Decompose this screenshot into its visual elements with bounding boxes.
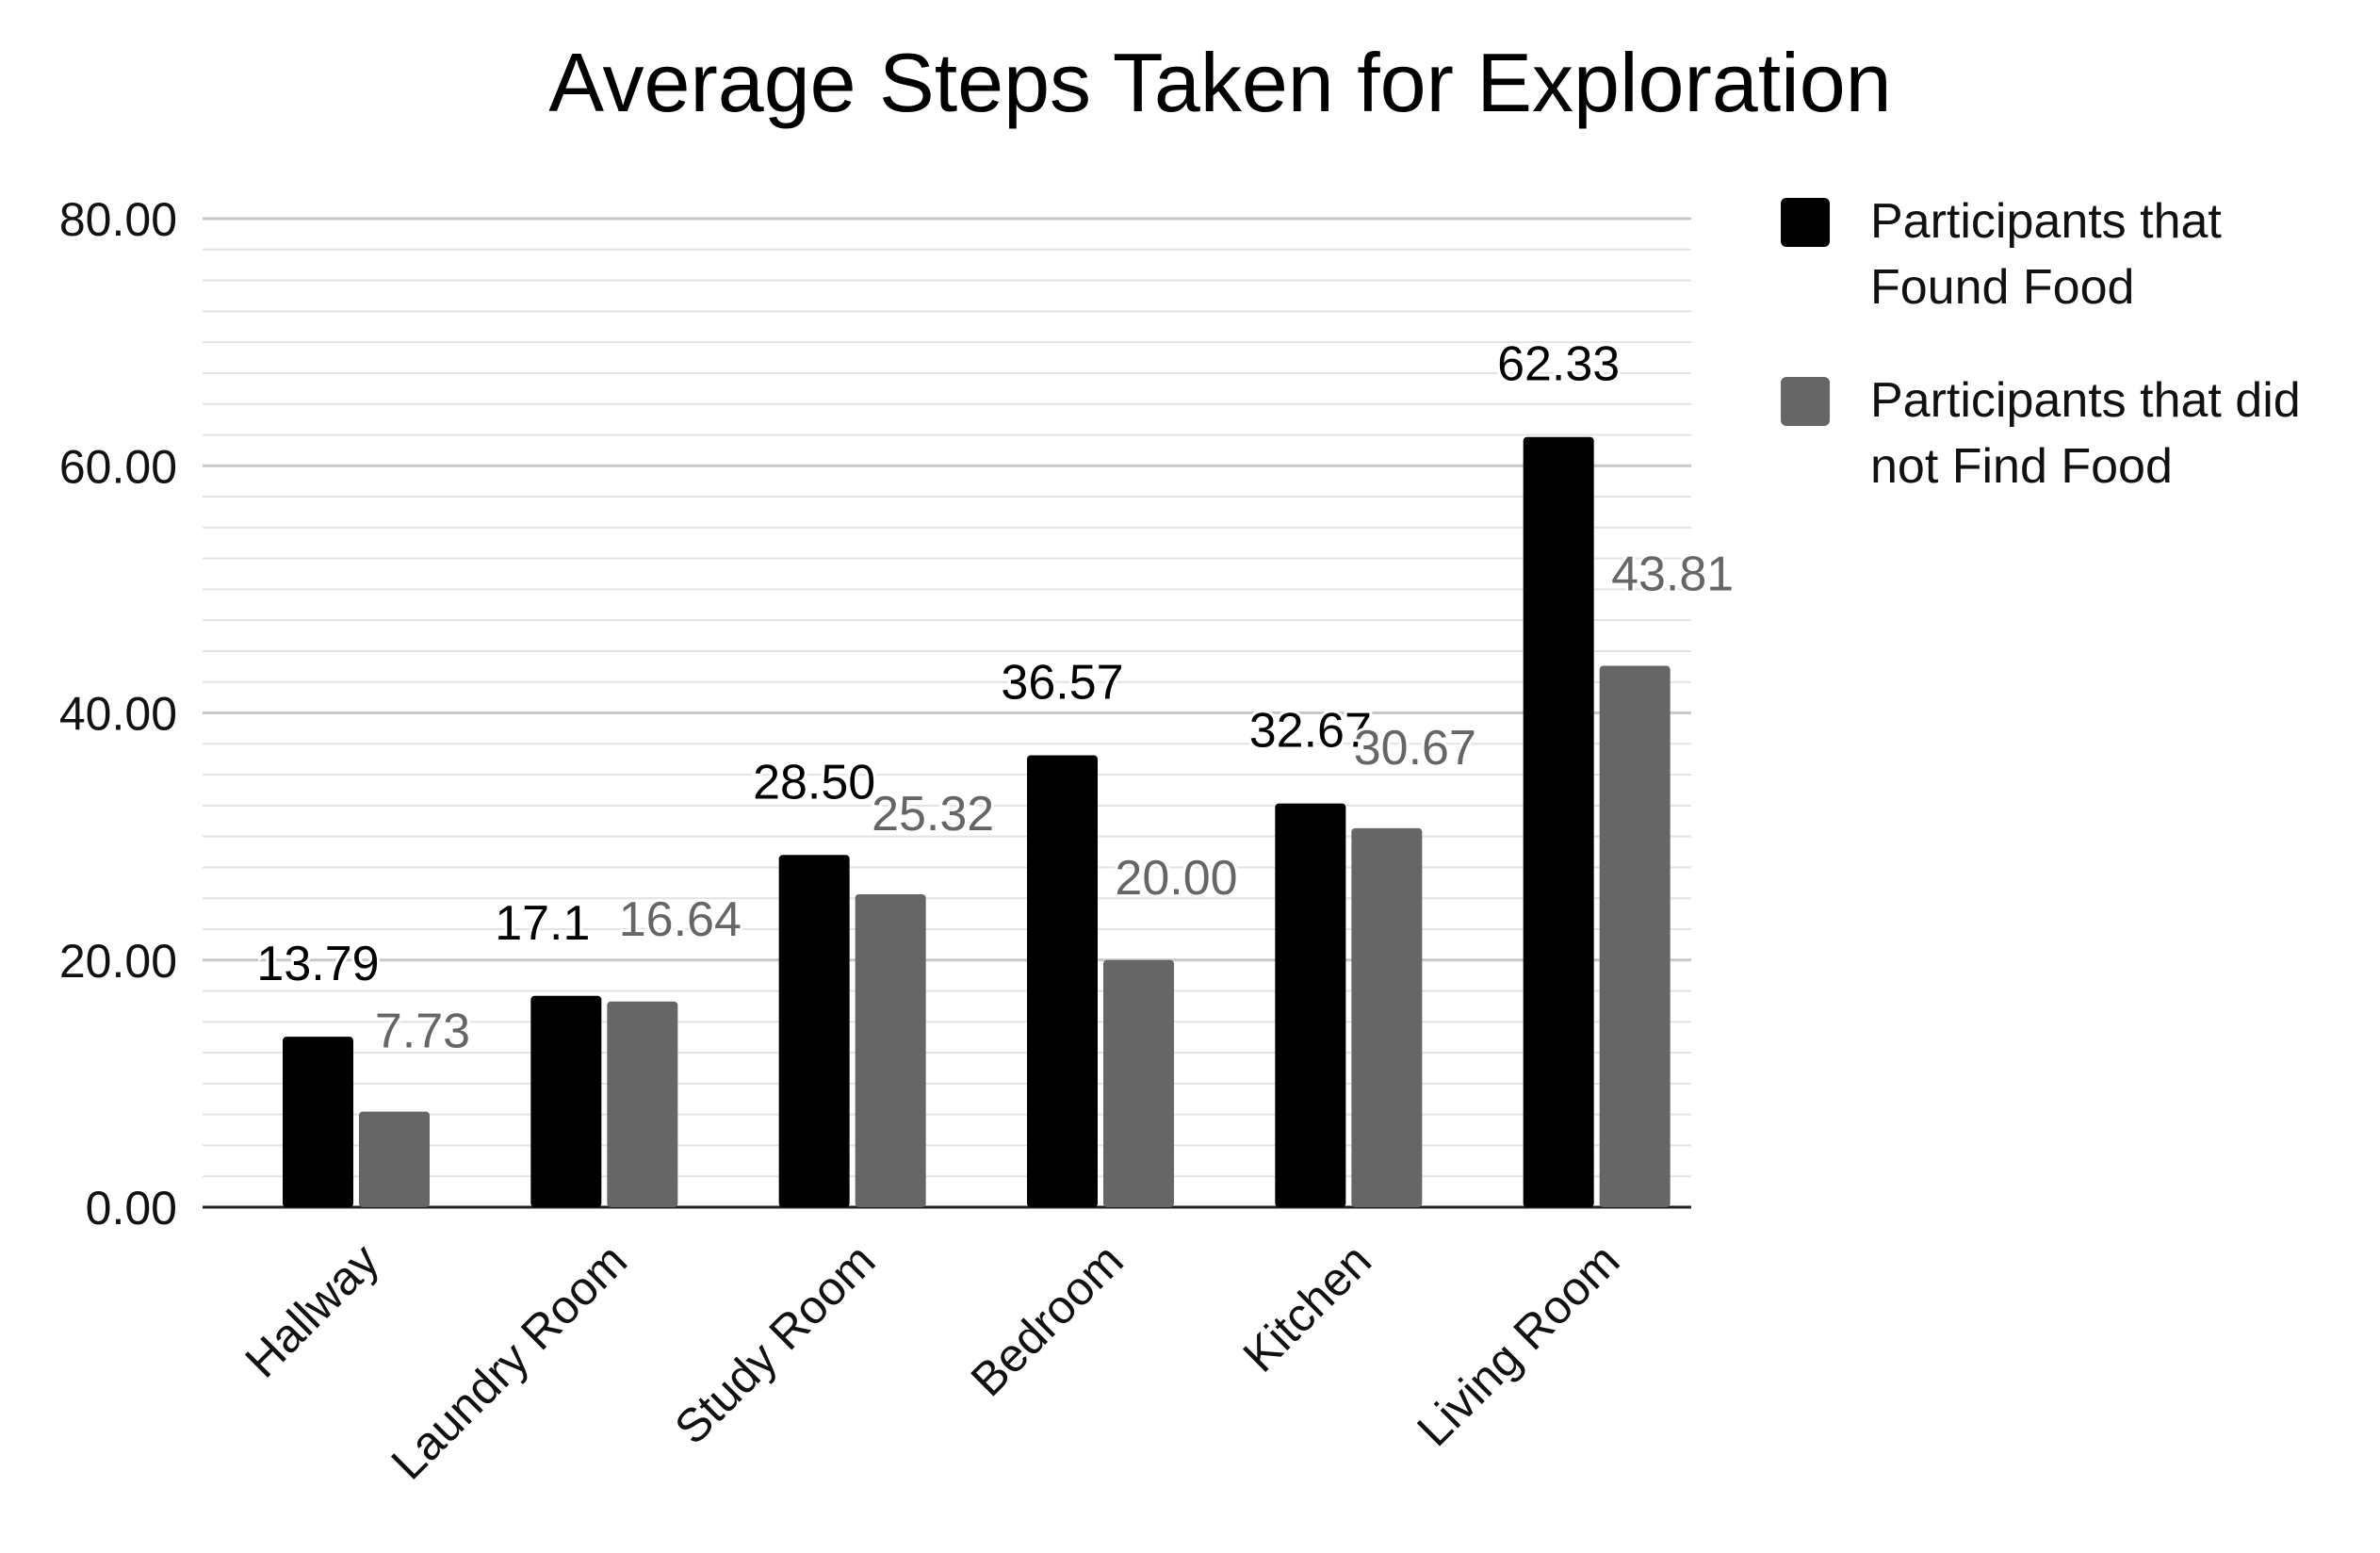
y-tick-label: 60.00 (59, 440, 177, 493)
x-category-label: Living Room (1407, 1234, 1629, 1456)
x-category-label: Kitchen (1233, 1234, 1382, 1382)
legend-swatch (1781, 198, 1830, 247)
legend-label: Participants that did (1870, 373, 2301, 428)
data-label-found: 32.67 (1249, 704, 1372, 759)
y-tick-label: 0.00 (86, 1182, 177, 1234)
x-category-label: Hallway (235, 1234, 388, 1387)
data-label-not-found: 25.32 (872, 787, 994, 842)
legend-label: not Find Food (1870, 439, 2173, 494)
data-label-not-found: 30.67 (1354, 721, 1476, 776)
chart-title: Average Steps Taken for Exploration (548, 36, 1891, 129)
bars (283, 436, 1671, 1207)
gridlines (203, 217, 1691, 1209)
data-label-found: 17.1 (495, 896, 590, 951)
bar (1027, 755, 1098, 1207)
legend-swatch (1781, 377, 1830, 426)
data-label-not-found: 7.73 (375, 1005, 470, 1059)
bar (359, 1111, 430, 1207)
bar (283, 1037, 353, 1207)
x-category-label: Laundry Room (382, 1234, 638, 1490)
data-labels: 13.79 17.1 28.50 36.57 32.67 62.33 7.73 16.64 25… (253, 335, 1736, 1062)
legend-label: Participants that (1870, 194, 2222, 249)
x-category-label: Bedroom (961, 1234, 1133, 1406)
data-label-not-found: 16.64 (619, 892, 742, 947)
data-label-found: 13.79 (256, 937, 379, 991)
legend-label: Found Food (1870, 260, 2134, 315)
bar (778, 855, 850, 1207)
data-label-not-found: 20.00 (1115, 851, 1237, 906)
bar (1523, 436, 1594, 1207)
bar (1275, 803, 1346, 1207)
bar (530, 995, 602, 1207)
y-tick-label: 80.00 (59, 193, 177, 246)
bar (1599, 665, 1671, 1207)
data-label-found: 36.57 (1001, 655, 1123, 710)
y-tick-label: 20.00 (59, 935, 177, 988)
bar (1103, 959, 1174, 1207)
legend: Participants that Found Food Participants … (1781, 194, 2301, 494)
y-tick-label: 40.00 (59, 688, 177, 741)
y-axis: 0.00 20.00 40.00 60.00 80.00 (59, 193, 177, 1234)
x-category-label: Study Room (664, 1234, 885, 1454)
bar (1351, 827, 1423, 1207)
data-label-found: 62.33 (1497, 337, 1620, 392)
data-label-not-found: 43.81 (1611, 548, 1734, 602)
bar (855, 893, 926, 1207)
data-label-found: 28.50 (753, 755, 875, 809)
bar (607, 1001, 678, 1207)
